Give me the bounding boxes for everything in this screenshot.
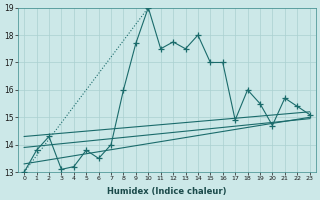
- X-axis label: Humidex (Indice chaleur): Humidex (Indice chaleur): [107, 187, 227, 196]
